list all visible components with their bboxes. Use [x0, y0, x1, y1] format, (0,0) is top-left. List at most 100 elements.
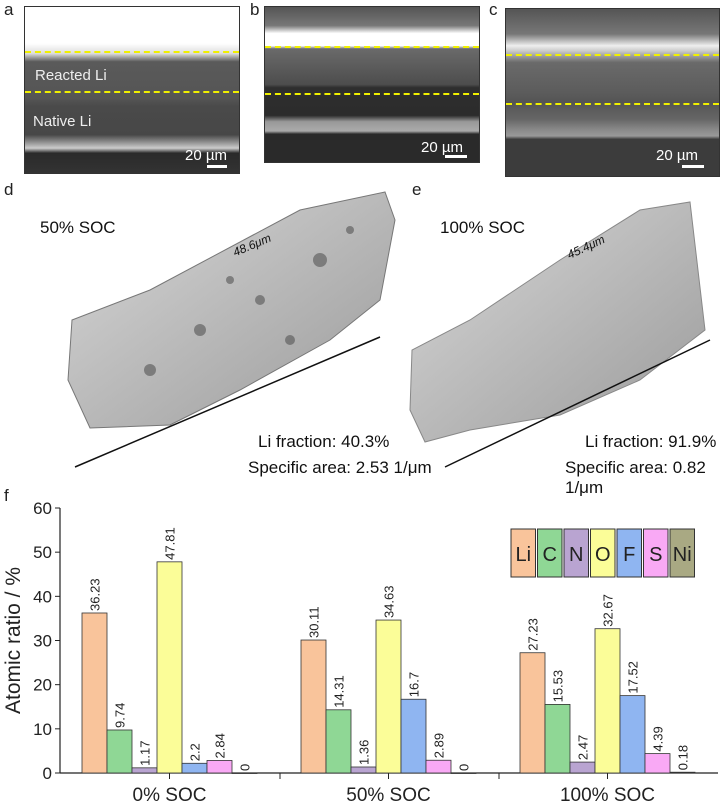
reacted-li-label: Reacted Li	[35, 67, 107, 84]
specific-area-d: Specific area: 2.53 1/μm	[248, 458, 432, 477]
y-tick-label: 30	[33, 632, 52, 651]
x-tick-label: 0% SOC	[133, 785, 207, 806]
bar-s	[425, 759, 452, 774]
data-label: 30.11	[307, 606, 322, 638]
legend-label: C	[543, 544, 557, 566]
data-label: 47.81	[163, 527, 178, 560]
data-label: 0	[457, 764, 472, 771]
legend-swatch-s	[643, 528, 669, 578]
data-label: 9.74	[113, 703, 128, 728]
y-tick-label: 20	[33, 676, 52, 695]
x-tick-label: 100% SOC	[560, 785, 655, 806]
bar-n	[131, 767, 158, 774]
y-tick-label: 40	[33, 587, 52, 606]
y-tick-label: 10	[33, 720, 52, 739]
3d-renders	[67, 191, 711, 468]
bar-ni	[669, 771, 696, 774]
data-label: 15.53	[551, 670, 566, 703]
bar-f	[181, 762, 208, 774]
bar-li	[81, 612, 108, 774]
data-label: 27.23	[526, 618, 541, 651]
data-label: 16.7	[407, 672, 422, 697]
bar-c	[325, 709, 352, 774]
legend-swatch-c	[537, 528, 563, 578]
x-tick-label: 50% SOC	[346, 785, 430, 806]
panel-label-a: a	[4, 0, 14, 19]
boundary-line	[506, 54, 719, 56]
legend-label: Ni	[673, 544, 692, 566]
y-tick-label: 60	[33, 499, 52, 518]
dimension-line-d	[74, 336, 381, 468]
legend-label: O	[595, 544, 611, 566]
boundary-line	[265, 93, 479, 95]
boundary-line	[25, 51, 239, 53]
bar-c	[106, 729, 133, 774]
data-label: 2.2	[188, 743, 203, 761]
render-title-d: 50% SOC	[40, 218, 116, 237]
legend-swatch-f	[616, 528, 642, 578]
panel-label-b: b	[250, 0, 260, 19]
data-label: 2.89	[432, 733, 447, 758]
render-d-texture	[144, 226, 354, 376]
legend-swatch-n	[563, 528, 589, 578]
data-label: 0	[238, 764, 253, 771]
scale-label: 20 µm	[656, 147, 698, 164]
bar-n	[350, 766, 377, 774]
bar-li	[519, 652, 546, 774]
specific-area-e: Specific area: 0.82 1/μm	[565, 458, 706, 497]
boundary-line	[25, 91, 239, 93]
boundary-line	[265, 46, 479, 48]
panel-label-d: d	[4, 180, 14, 199]
scale-label: 20 µm	[421, 139, 463, 156]
bar-s	[206, 760, 233, 774]
bar-ni	[231, 772, 258, 774]
panel-label-e: e	[412, 180, 422, 199]
bar-o	[594, 628, 621, 774]
legend-label: S	[649, 544, 662, 566]
data-label: 2.84	[213, 733, 228, 758]
data-label: 32.67	[601, 594, 616, 627]
scale-label: 20 µm	[185, 147, 227, 164]
legend-swatch-ni	[669, 528, 695, 578]
y-tick-label: 50	[33, 543, 52, 562]
native-li-label: Native Li	[33, 113, 92, 130]
legend-label: Li	[515, 544, 531, 566]
scale-bar	[445, 155, 467, 158]
panel-label-f: f	[4, 486, 9, 505]
data-label: 34.63	[382, 586, 397, 619]
bar-f	[400, 698, 427, 774]
3d-render-e	[409, 201, 706, 443]
bar-o	[156, 561, 183, 774]
data-label: 0.18	[676, 745, 691, 770]
render-title-e: 100% SOC	[440, 218, 526, 237]
data-label: 36.23	[88, 578, 103, 611]
legend-label: N	[569, 544, 583, 566]
boundary-line	[506, 103, 719, 105]
scale-bar	[682, 165, 704, 168]
data-label: 14.31	[332, 675, 347, 708]
scale-bar	[207, 165, 227, 168]
bar-c	[544, 704, 571, 774]
data-label: 1.36	[357, 740, 372, 765]
bar-o	[375, 619, 402, 774]
sem-image-b: 20 µm	[264, 6, 480, 163]
data-label: 4.39	[651, 726, 666, 751]
legend-swatch-li	[510, 528, 536, 578]
panel-label-c: c	[489, 0, 498, 19]
bar-f	[619, 695, 646, 774]
bar-n	[569, 761, 596, 774]
bar-s	[644, 753, 671, 774]
bar-ni	[450, 772, 477, 774]
sem-image-a: Reacted Li Native Li 20 µm	[24, 6, 240, 174]
data-label: 1.17	[138, 741, 153, 766]
dimension-line-e	[444, 339, 711, 468]
y-axis-label: Atomic ratio / %	[2, 567, 25, 714]
y-tick-label: 0	[43, 764, 52, 783]
legend-label: F	[623, 544, 635, 566]
li-fraction-e: Li fraction: 91.9%	[585, 432, 717, 451]
li-fraction-d: Li fraction: 40.3%	[258, 432, 390, 451]
data-label: 17.52	[626, 661, 641, 694]
data-label: 2.47	[576, 735, 591, 760]
legend-swatch-o	[590, 528, 616, 578]
